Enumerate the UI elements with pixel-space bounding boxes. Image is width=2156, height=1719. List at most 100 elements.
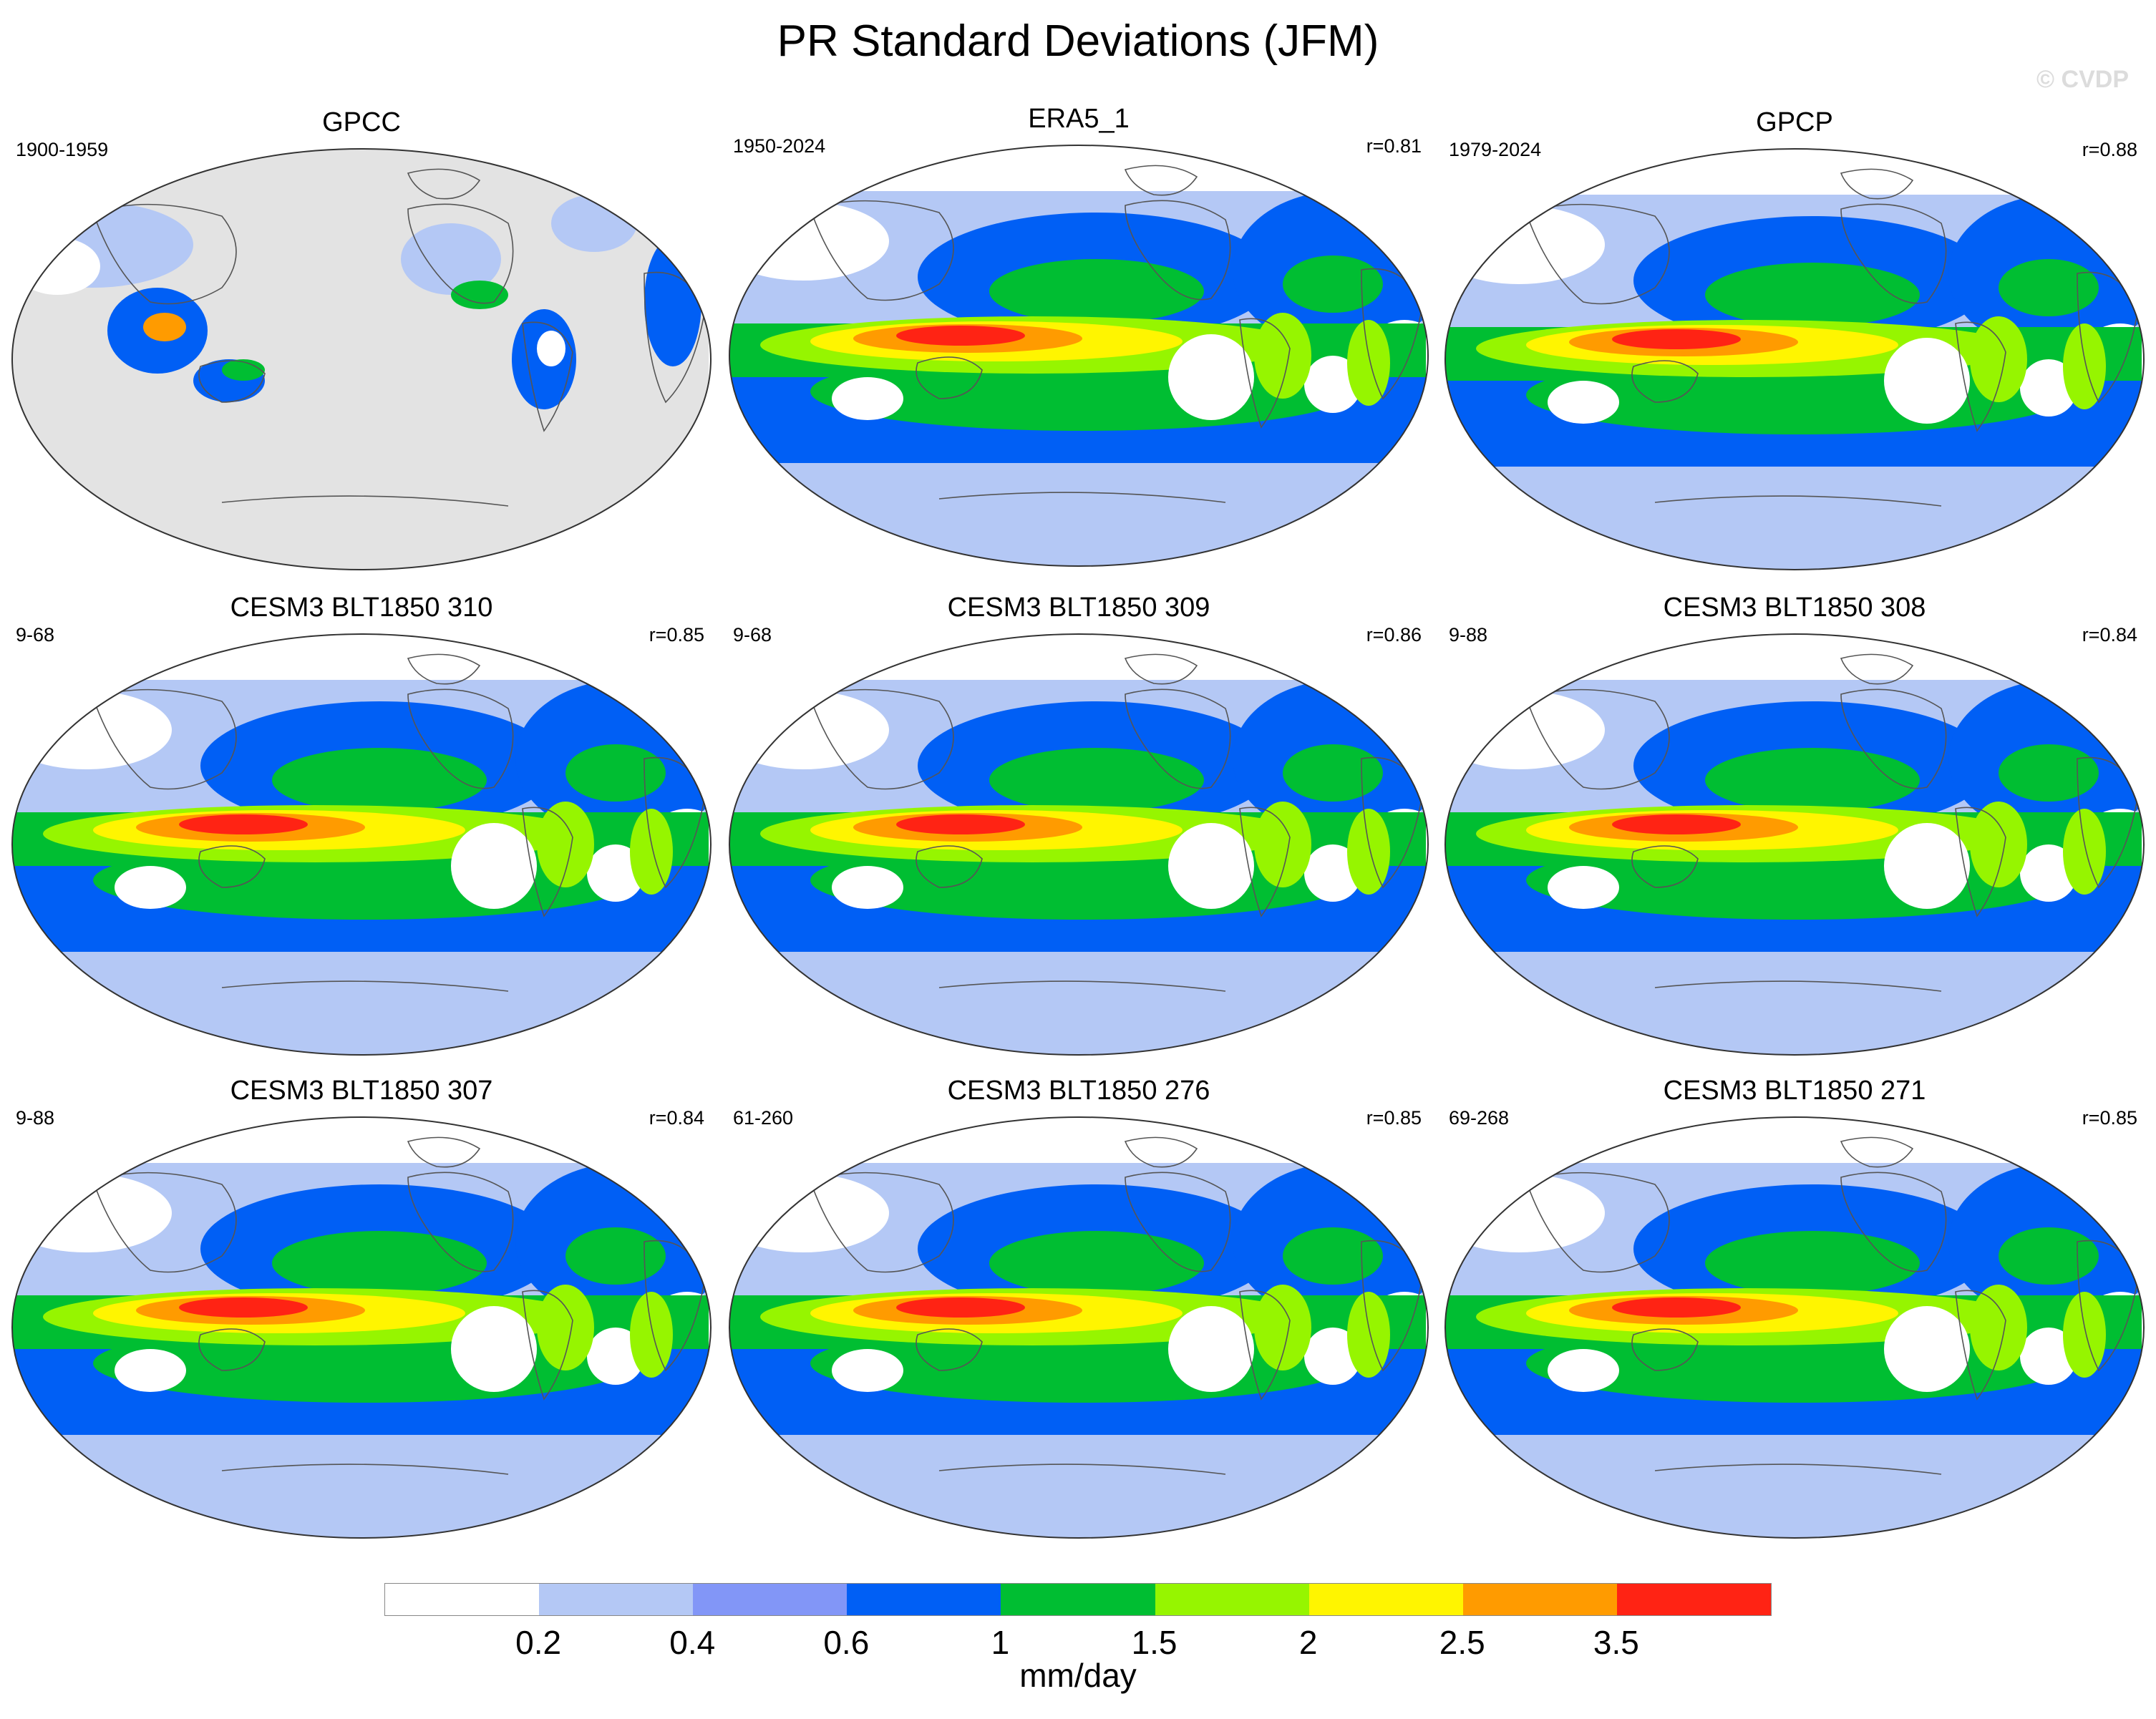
outline-antarctica — [1654, 495, 1942, 507]
outline-asia — [1525, 203, 1670, 305]
panel-title: ERA5_1 — [1028, 104, 1130, 134]
panel-years: 61-260 — [733, 1107, 794, 1129]
field-tropic-red — [179, 814, 308, 834]
field-natl-core — [565, 744, 666, 802]
colorbar-tick-label: 0.2 — [515, 1624, 562, 1661]
outline-antarctica — [1654, 980, 1942, 992]
field-sepac-dry — [1884, 338, 1970, 424]
field-africa — [1347, 1292, 1390, 1378]
map-panel: CESM3 BLT1850 308 9-88 r=0.84 — [1440, 593, 2149, 1065]
panel-years: 1950-2024 — [733, 135, 826, 157]
field-asia-dry — [729, 202, 889, 281]
field-africa — [630, 1292, 673, 1378]
map-panel: ERA5_1 1950-2024 r=0.81 — [724, 104, 1433, 576]
map-border — [11, 633, 712, 1056]
field-arctic — [12, 1117, 709, 1163]
panel-years: 1900-1959 — [16, 139, 109, 160]
field-npac-core — [989, 259, 1204, 323]
colorbar — [384, 1583, 1772, 1616]
map-field — [729, 145, 1428, 566]
outline-n-america — [1840, 1172, 1947, 1272]
outline-africa — [1361, 268, 1423, 400]
outline-asia — [92, 688, 237, 790]
outline-australia — [1631, 845, 1699, 888]
field-npac-core — [1705, 263, 1920, 327]
field-amazon — [1254, 313, 1311, 399]
map-panel: CESM3 BLT1850 276 61-260 r=0.85 — [724, 1076, 1433, 1548]
field-africa — [2063, 323, 2106, 409]
outline-antarctica — [1654, 1464, 1942, 1475]
field-satl-dry — [587, 844, 644, 902]
map-svg — [1444, 148, 2145, 570]
field-npac-core — [272, 1231, 487, 1295]
map-panel: CESM3 BLT1850 271 69-268 r=0.85 — [1440, 1076, 2149, 1548]
field-tropic-red — [1612, 814, 1741, 834]
panel-years: 9-68 — [16, 624, 55, 646]
field-npac-core — [272, 748, 487, 812]
outline-greenland — [1124, 165, 1198, 196]
land-africa — [644, 238, 701, 366]
outline-asia — [809, 688, 954, 790]
field-sio-dry — [832, 1349, 903, 1392]
panel-title: CESM3 BLT1850 276 — [947, 1076, 1210, 1106]
outline-n-america — [1125, 688, 1231, 789]
field-sepac-dry — [1168, 334, 1254, 420]
field-sio-dry — [115, 1349, 186, 1392]
field-tropic-red — [179, 1297, 308, 1318]
panel-correlation: r=0.85 — [649, 624, 704, 646]
field-natl-core — [1999, 1227, 2099, 1285]
land-asia-dry — [14, 238, 100, 295]
panel-title: CESM3 BLT1850 309 — [947, 593, 1210, 623]
colorbar-segment — [1155, 1584, 1309, 1615]
outline-greenland — [407, 1136, 481, 1168]
outline-n-america — [407, 688, 514, 789]
map-border — [11, 1116, 712, 1539]
field-sepac-dry — [1168, 823, 1254, 909]
map-svg — [1444, 1116, 2145, 1539]
colorbar-tick-label: 2 — [1298, 1624, 1318, 1661]
field-npac-core — [1705, 1231, 1920, 1295]
map-field — [12, 1117, 711, 1538]
outline-australia — [1631, 1328, 1699, 1371]
map-panel: CESM3 BLT1850 307 9-88 r=0.84 — [7, 1076, 716, 1548]
outline-africa — [1361, 1240, 1423, 1372]
field-asia-dry — [1445, 691, 1605, 769]
map-field — [729, 1117, 1428, 1538]
outline-s-america — [522, 1290, 573, 1401]
field-asia-dry — [1445, 1174, 1605, 1252]
field-npac-core — [989, 1231, 1204, 1295]
outline-africa — [644, 271, 706, 404]
map-svg — [1444, 633, 2145, 1056]
map-panel: CESM3 BLT1850 309 9-68 r=0.86 — [724, 593, 1433, 1065]
outline-greenland — [1840, 168, 1914, 200]
panel-correlation: r=0.84 — [2082, 624, 2137, 646]
panel-years: 9-88 — [1449, 624, 1488, 646]
map-border — [11, 148, 712, 570]
panel-title: CESM3 BLT1850 307 — [230, 1076, 493, 1106]
field-arctic — [12, 634, 709, 680]
field-natl-core — [565, 1227, 666, 1285]
outline-australia — [198, 360, 266, 403]
field-natl-core — [1283, 255, 1383, 313]
colorbar-segment — [385, 1584, 540, 1615]
field-tropic-red — [896, 1297, 1025, 1318]
colorbar-tick-label: 3.5 — [1593, 1624, 1639, 1661]
colorbar-segment — [693, 1584, 848, 1615]
outline-n-america — [407, 1172, 514, 1272]
outline-africa — [644, 1240, 706, 1372]
panel-title: GPCP — [1756, 107, 1833, 137]
panel-correlation: r=0.84 — [649, 1107, 704, 1129]
outline-australia — [916, 845, 983, 888]
map-panel: GPCP 1979-2024 r=0.88 — [1440, 107, 2149, 580]
colorbar-segment — [1308, 1584, 1463, 1615]
outline-asia — [809, 1172, 954, 1273]
colorbar-segment — [847, 1584, 1001, 1615]
outline-s-america — [1955, 1290, 2006, 1401]
outline-asia — [1525, 1172, 1670, 1273]
page-title: PR Standard Deviations (JFM) — [777, 16, 1379, 66]
field-southern — [729, 988, 1426, 1055]
outline-s-america — [1239, 807, 1291, 917]
outline-antarctica — [221, 1464, 509, 1475]
colorbar-segment — [539, 1584, 694, 1615]
field-amazon — [537, 802, 594, 887]
